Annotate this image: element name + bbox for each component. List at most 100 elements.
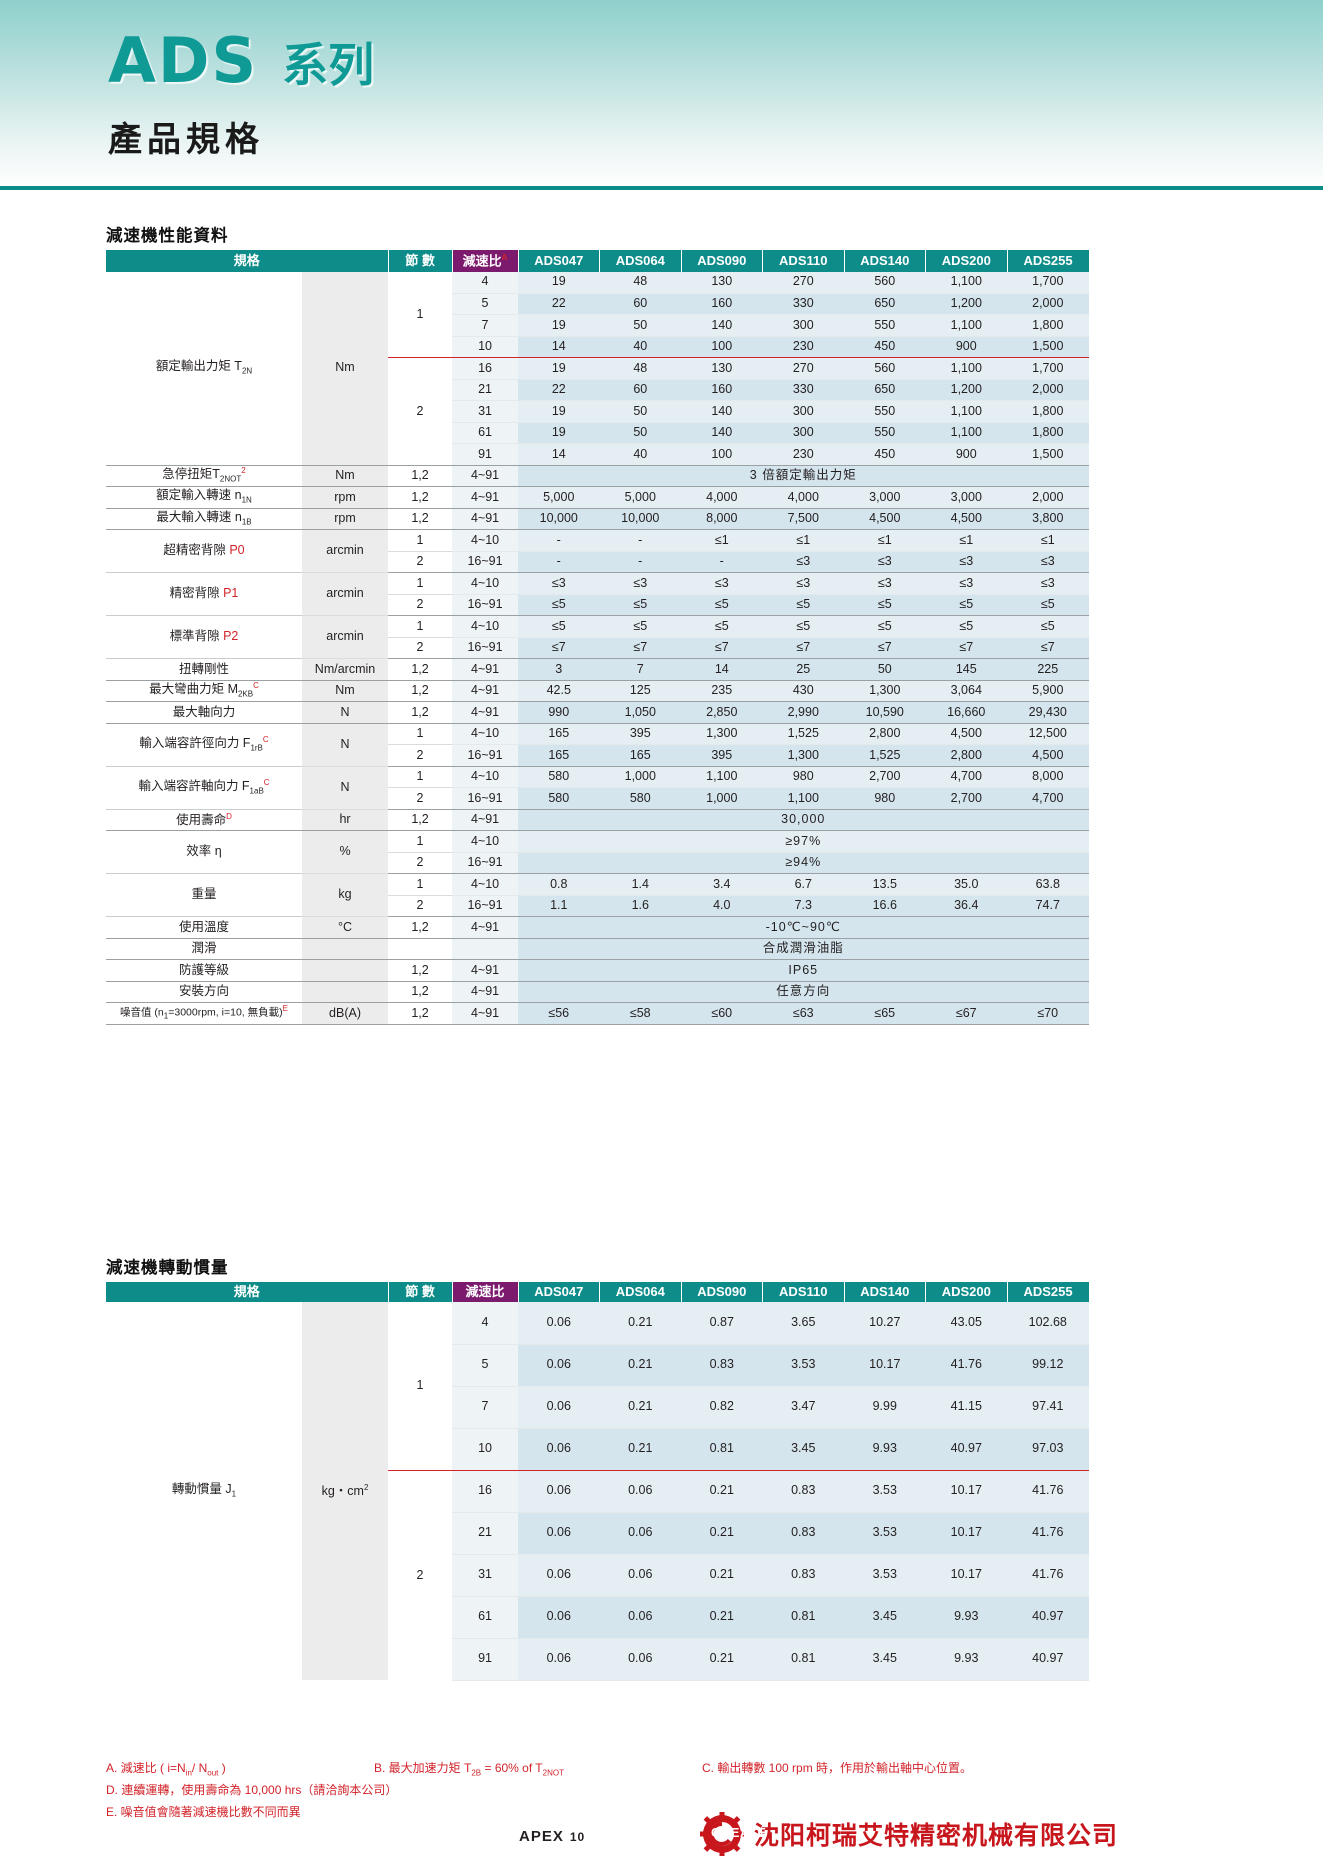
table-row: 2 16~91 ≤5 ≤5 ≤5 ≤5 ≤5 ≤5 ≤5 [106,594,1089,616]
data-cell-model-6: 40.97 [1007,1596,1089,1639]
row-label-inertia: 轉動慣量 J1 [106,1302,302,1680]
col-header-model-2: ADS090 [681,250,764,272]
data-cell-model-4: 50 [844,658,926,681]
data-cell-model-2: 0.83 [681,1344,763,1387]
col-header-model-0: ADS047 [518,250,601,272]
data-cell-model-5: ≤5 [925,615,1008,638]
data-cell-model-4: 3.53 [844,1512,926,1555]
table-row: 急停扭矩T2NOT2 Nm 1,2 4~91 3 倍額定輸出力矩 [106,465,1089,487]
data-cell-model-4: ≤65 [844,1002,926,1025]
row-ratio: 16~91 [452,744,519,767]
table-row: 轉動慣量 J1 kg・cm2 1 4 0.06 0.21 0.87 3.65 10.27 43.0… [106,1302,1089,1680]
data-cell-model-1: 395 [599,723,682,745]
row-unit: arcmin [302,572,389,616]
data-cell-model-2: 140 [681,422,763,444]
data-cell-model-5: ≤5 [925,594,1008,616]
data-cell-model-3: 300 [762,314,845,337]
data-cell-model-0: 19 [518,422,600,444]
footnotes-block: A. 減速比 ( i=Nin/ Nout ) B. 最大加速力矩 T2B = 6… [106,1757,1216,1823]
data-cell-model-1: 0.06 [599,1512,682,1555]
table-row: 61 19 50 140 300 550 1,100 1,800 [106,422,1089,444]
data-cell-model-0: 42.5 [518,680,600,702]
data-cell-model-2: 130 [681,271,763,294]
row-ratio: 10 [452,336,519,358]
data-cell-model-6: 1,500 [1007,336,1089,358]
row-stage: 1 [388,271,453,358]
col-header-stage: 節 數 [388,1282,453,1302]
data-cell-model-3: 230 [762,336,845,358]
data-cell-model-6: 102.68 [1007,1302,1089,1345]
row-stage: 2 [388,852,453,874]
table-row: 2 16 19 48 130 270 560 1,100 1,700 [106,357,1089,466]
data-cell-model-4: 1,300 [844,680,926,702]
data-cell-model-3: 1,100 [762,787,845,810]
col-header-model-5: ADS200 [925,250,1008,272]
row-stage: 1,2 [388,680,453,702]
row-ratio: 16 [452,1470,519,1513]
data-cell-model-5: 4,500 [925,508,1008,530]
data-cell-model-4: 13.5 [844,873,926,896]
row-ratio [452,938,519,960]
table-row: 超精密背隙 P0 arcmin 1 4~10- - ≤1 ≤1 ≤1 ≤1 ≤1 [106,529,1089,573]
row-ratio: 4~10 [452,529,519,552]
row-label: 輸入端容許軸向力 F1aBC [106,766,302,810]
data-cell-model-3: ≤3 [762,551,845,573]
data-cell-model-0: 19 [518,271,600,294]
data-cell-model-5: 1,100 [925,314,1008,337]
table-row: 2 16 0.06 0.06 0.21 0.83 3.53 10.17 41.76 [106,1470,1089,1680]
table-row: 標準背隙 P2 arcmin 1 4~10 ≤5 ≤5 ≤5 ≤5 ≤5 ≤5 ≤5 [106,615,1089,659]
row-stage: 1,2 [388,465,453,487]
data-cell-model-4: 9.93 [844,1428,926,1471]
data-cell-model-5: 1,100 [925,357,1008,380]
page-number: 10 [569,1830,586,1844]
table-row: 2 16~91 ≤7 ≤7 ≤7 ≤7 ≤7 ≤7 ≤7 [106,637,1089,659]
performance-table-section: 減速機性能資料 規格 節 數 減速比A ADS047 ADS064 ADS090… [106,222,1089,1025]
data-cell-model-2: 2,850 [681,701,763,724]
data-cell-model-0: 22 [518,293,600,315]
table-row: 效率 η% 1 4~10 ≥97% [106,830,1089,874]
data-cell-model-5: 1,100 [925,271,1008,294]
data-cell-model-2: 140 [681,400,763,423]
data-cell-model-6: 4,500 [1007,744,1089,767]
data-cell-model-4: 450 [844,443,926,466]
data-cell-model-5: 10.17 [925,1512,1008,1555]
col-header-model-4: ADS140 [844,1282,927,1302]
data-cell-model-6: 40.97 [1007,1638,1089,1681]
data-cell-model-5: 2,700 [925,787,1008,810]
row-unit: rpm [302,508,389,530]
row-ratio: 4~91 [452,701,519,724]
data-cell-model-0: 165 [518,723,600,745]
data-cell-model-3: ≤3 [762,572,845,595]
row-unit: Nm [302,680,389,702]
data-cell-model-6: 97.41 [1007,1386,1089,1429]
data-cell-model-4: 980 [844,787,926,810]
row-unit: N [302,723,389,767]
data-cell-model-1: - [599,529,682,552]
row-unit: % [302,830,389,874]
data-cell-model-4: ≤3 [844,551,926,573]
data-cell-model-3: 300 [762,422,845,444]
table-header-row: 規格 節 數 減速比 ADS047 ADS064 ADS090 ADS110 A… [106,1282,1089,1302]
data-cell-model-4: 3.53 [844,1470,926,1513]
data-cell-model-3: 330 [762,293,845,315]
data-cell-model-1: 50 [599,314,682,337]
row-stage: 2 [388,744,453,767]
data-cell-model-4: 550 [844,422,926,444]
data-cell-model-0: 19 [518,314,600,337]
data-cell-model-5: 35.0 [925,873,1008,896]
row-ratio: 10 [452,1428,519,1471]
data-cell-model-3: 230 [762,443,845,466]
table-row: 安裝方向 1,2 4~91 任意方向 [106,981,1089,1003]
data-cell-model-1: 50 [599,400,682,423]
table-row: 91 14 40 100 230 450 900 1,500 [106,443,1089,466]
data-cell-model-3: 430 [762,680,845,702]
col-header-model-4: ADS140 [844,250,927,272]
row-stage: 1,2 [388,809,453,831]
col-header-model-5: ADS200 [925,1282,1008,1302]
data-cell-model-1: 60 [599,379,682,401]
data-cell-model-2: 0.21 [681,1470,763,1513]
data-cell-model-0: - [518,551,600,573]
data-cell-model-6: 97.03 [1007,1428,1089,1471]
data-cell-model-3: 7.3 [762,895,845,917]
data-cell-model-0: 0.06 [518,1428,600,1471]
